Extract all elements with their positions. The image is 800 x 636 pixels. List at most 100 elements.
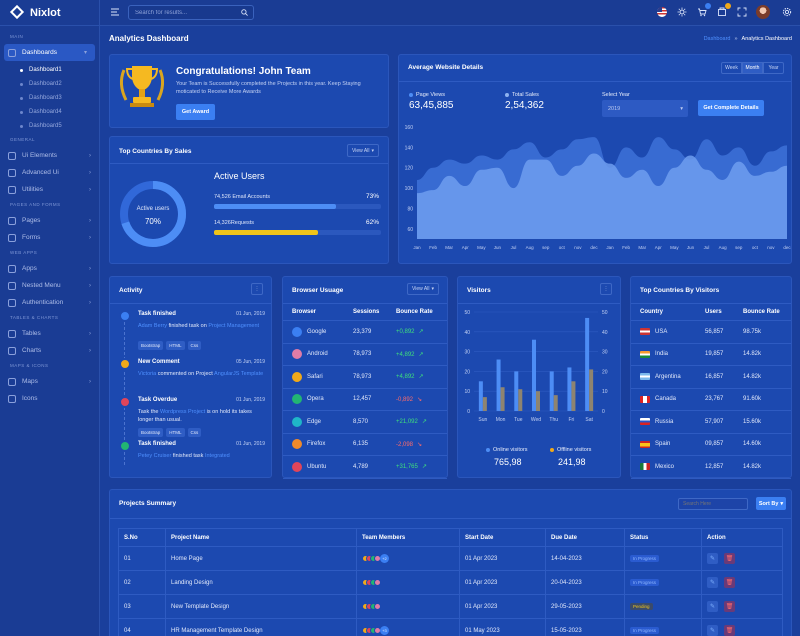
delete-icon[interactable]: 🗑 (724, 577, 735, 588)
column-header: Team Members (357, 528, 460, 547)
sessions-cell: 6,135 (353, 441, 369, 448)
us-flag-icon[interactable] (657, 7, 667, 17)
tab-week[interactable]: Week (721, 62, 742, 74)
table-row: Opera 12,457 -0,892 ↘ (283, 389, 447, 411)
get-complete-details-button[interactable]: Get Complete Details (698, 100, 764, 116)
sidebar-sub-dashboard5[interactable]: Dashboard5 (0, 119, 99, 133)
browser-name-cell: Android (292, 349, 353, 360)
table-row: 03 New Template Design 01 Apr 2023 29-05-20… (119, 594, 782, 619)
activity-text-part[interactable]: Adam Berry (138, 323, 168, 329)
breadcrumb: Dashboard » Analytics Dashboard (704, 36, 792, 42)
delete-icon[interactable]: 🗑 (724, 625, 735, 636)
team-members-cell (357, 594, 460, 619)
sidebar-item-dashboards[interactable]: Dashboards ▾ (4, 44, 95, 61)
browser-table: Browser Sessions Bounce Rate Google 23,37… (283, 303, 447, 479)
team-members-cell: +3 (357, 618, 460, 636)
divider (458, 303, 620, 304)
sidebar-item-apps[interactable]: Apps › (0, 260, 99, 277)
chevron-right-icon: › (89, 217, 91, 224)
active-users-donut (120, 181, 186, 247)
more-options-icon[interactable]: ⋮ (251, 283, 263, 295)
delete-icon[interactable]: 🗑 (724, 553, 735, 564)
activity-date: 01 Jun, 2019 (236, 441, 265, 447)
delete-icon[interactable]: 🗑 (724, 601, 735, 612)
bounce-rate-cell: 98.75k (743, 328, 762, 335)
activity-text-part[interactable]: Petey Cruiser (138, 453, 172, 459)
more-members-badge[interactable]: +2 (380, 554, 389, 563)
sidebar-sub-dashboard4[interactable]: Dashboard4 (0, 105, 99, 119)
activity-text-part[interactable]: Project Management (208, 323, 260, 329)
sort-by-button[interactable]: Sort By ▾ (756, 497, 786, 510)
sun-icon[interactable] (677, 7, 687, 17)
edit-icon[interactable]: ✎ (707, 553, 718, 564)
sidebar-item-advanced-ui[interactable]: Advanced Ui › (0, 164, 99, 181)
activity-text-part[interactable]: AngularJS Template (214, 371, 264, 377)
hamburger-icon[interactable] (110, 7, 120, 17)
sno: 01 (124, 555, 131, 562)
search-input[interactable] (129, 6, 229, 19)
sidebar-item-charts[interactable]: Charts › (0, 342, 99, 359)
breadcrumb-separator: » (734, 36, 738, 42)
view-all-button[interactable]: View All ▾ (407, 283, 439, 295)
tab-year[interactable]: Year (763, 62, 784, 74)
year-select[interactable]: 2019 ▾ (602, 100, 688, 117)
activity-text-part[interactable]: Integrated (204, 453, 230, 459)
x-tick-label: Thu (549, 417, 558, 423)
sidebar-sub-dashboard2[interactable]: Dashboard2 (0, 77, 99, 91)
sidebar-item-maps[interactable]: Maps › (0, 373, 99, 390)
sidebar-sub-dashboard3[interactable]: Dashboard3 (0, 91, 99, 105)
edit-icon[interactable]: ✎ (707, 625, 718, 636)
browser-name: Firefox (307, 441, 326, 448)
sidebar-sub-label: Dashboard3 (29, 95, 62, 101)
sidebar-item-authentication[interactable]: Authentication › (0, 294, 99, 311)
y2-tick-label: 10 (602, 389, 608, 395)
sidebar-item-pages[interactable]: Pages › (0, 212, 99, 229)
table-header: Browser Sessions Bounce Rate (283, 303, 447, 321)
more-options-icon[interactable]: ⋮ (600, 283, 612, 295)
tab-month[interactable]: Month (742, 62, 763, 74)
trend-down-icon: ↘ (417, 441, 423, 448)
chevron-down-icon: ▾ (680, 105, 683, 112)
search-icon[interactable] (241, 9, 248, 16)
breadcrumb-link-dashboard[interactable]: Dashboard (703, 36, 731, 42)
get-award-button[interactable]: Get Award (176, 104, 215, 120)
period-tabs: Week Month Year (721, 62, 784, 74)
fullscreen-icon[interactable] (737, 7, 747, 17)
gear-icon[interactable] (782, 7, 792, 17)
sidebar-item-nested-menu[interactable]: Nested Menu › (0, 277, 99, 294)
users-cell: 23,767 (705, 396, 724, 403)
column-header: Status (625, 528, 702, 547)
total-sales-label-text: Total Sales (512, 92, 539, 98)
website-area-chart: 160 140 120 100 80 60 Jan Feb Mar Apr May Jun Jul Aug… (405, 125, 792, 250)
browser-name-cell: Ubuntu (292, 461, 353, 472)
avatar[interactable] (756, 5, 770, 19)
more-members-badge[interactable]: +3 (380, 626, 389, 635)
activity-text-part[interactable]: Victoria (138, 371, 157, 377)
table-row: Canada 23,767 91.60k (631, 389, 791, 411)
cart-button[interactable] (697, 3, 711, 17)
edit-icon[interactable]: ✎ (707, 601, 718, 612)
sidebar-item-icons[interactable]: Icons (0, 390, 99, 407)
legend-dot-icon (550, 448, 554, 452)
donut-arc (120, 181, 186, 247)
sidebar-item-forms[interactable]: Forms › (0, 229, 99, 246)
mexico-flag-icon (640, 463, 650, 471)
notification-button[interactable] (717, 3, 731, 17)
activity-text-part[interactable]: Wordpress Project (160, 409, 206, 415)
page-title: Analytics Dashboard (109, 34, 189, 43)
table-row: Spain 09,857 14.60k (631, 434, 791, 456)
country-cell: Mexico (640, 463, 705, 471)
sidebar-sub-dashboard1[interactable]: Dashboard1 (0, 63, 99, 77)
edit-icon[interactable]: ✎ (707, 577, 718, 588)
bar-offline (500, 387, 505, 411)
sidebar-item-utilities[interactable]: Utilities › (0, 181, 99, 198)
legend-dot-icon (409, 93, 413, 97)
x-tick-label: Wed (531, 417, 541, 423)
sidebar-item-ui-elements[interactable]: Ui Elements › (0, 147, 99, 164)
brand-logo[interactable]: Nixlot (0, 0, 99, 26)
projects-search-input[interactable] (678, 498, 748, 510)
view-all-button[interactable]: View All ▾ (347, 144, 379, 157)
trend-up-icon: ↗ (418, 374, 424, 381)
sidebar-item-tables[interactable]: Tables › (0, 325, 99, 342)
breadcrumb-current: Analytics Dashboard (741, 36, 792, 42)
